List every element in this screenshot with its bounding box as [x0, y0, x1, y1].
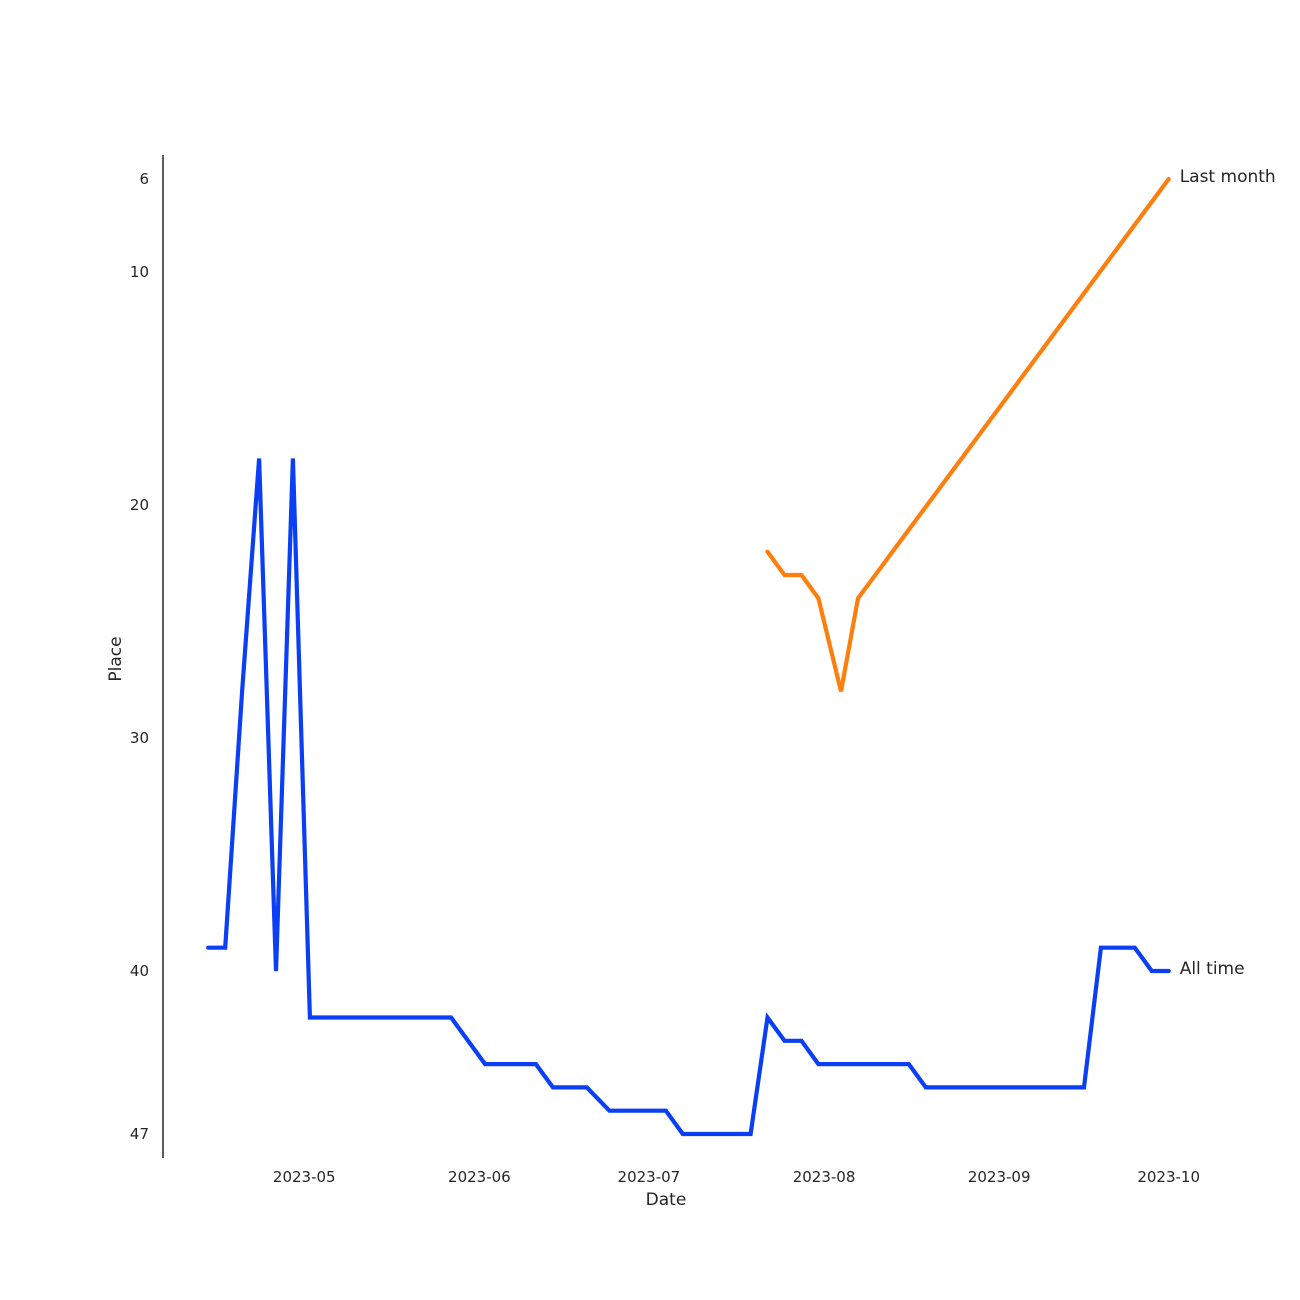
series-labels: All time Last month — [1180, 167, 1276, 979]
series-layer — [206, 176, 1171, 1137]
x-tick-labels: 2023-05 2023-06 2023-07 2023-08 2023-09 2023-… — [273, 1168, 1200, 1186]
series-line-all-time — [206, 458, 1171, 1137]
y-tick-label: 40 — [130, 962, 149, 980]
y-tick-label: 6 — [139, 170, 149, 188]
x-axis-label: Date — [646, 1190, 687, 1210]
x-tick-label: 2023-09 — [968, 1168, 1031, 1186]
y-tick-label: 10 — [130, 263, 149, 281]
y-axis-label: Place — [106, 636, 126, 681]
series-line-last-month — [765, 176, 1171, 692]
x-tick-label: 2023-08 — [793, 1168, 856, 1186]
y-tick-label: 30 — [130, 729, 149, 747]
series-end-label: All time — [1180, 959, 1245, 979]
y-tick-label: 47 — [130, 1125, 149, 1143]
x-tick-label: 2023-10 — [1137, 1168, 1200, 1186]
y-tick-label: 20 — [130, 496, 149, 514]
x-tick-label: 2023-05 — [273, 1168, 336, 1186]
series-end-label: Last month — [1180, 167, 1276, 187]
x-tick-label: 2023-06 — [448, 1168, 511, 1186]
x-tick-label: 2023-07 — [618, 1168, 681, 1186]
y-tick-labels: 6 10 20 30 40 47 — [130, 170, 149, 1143]
